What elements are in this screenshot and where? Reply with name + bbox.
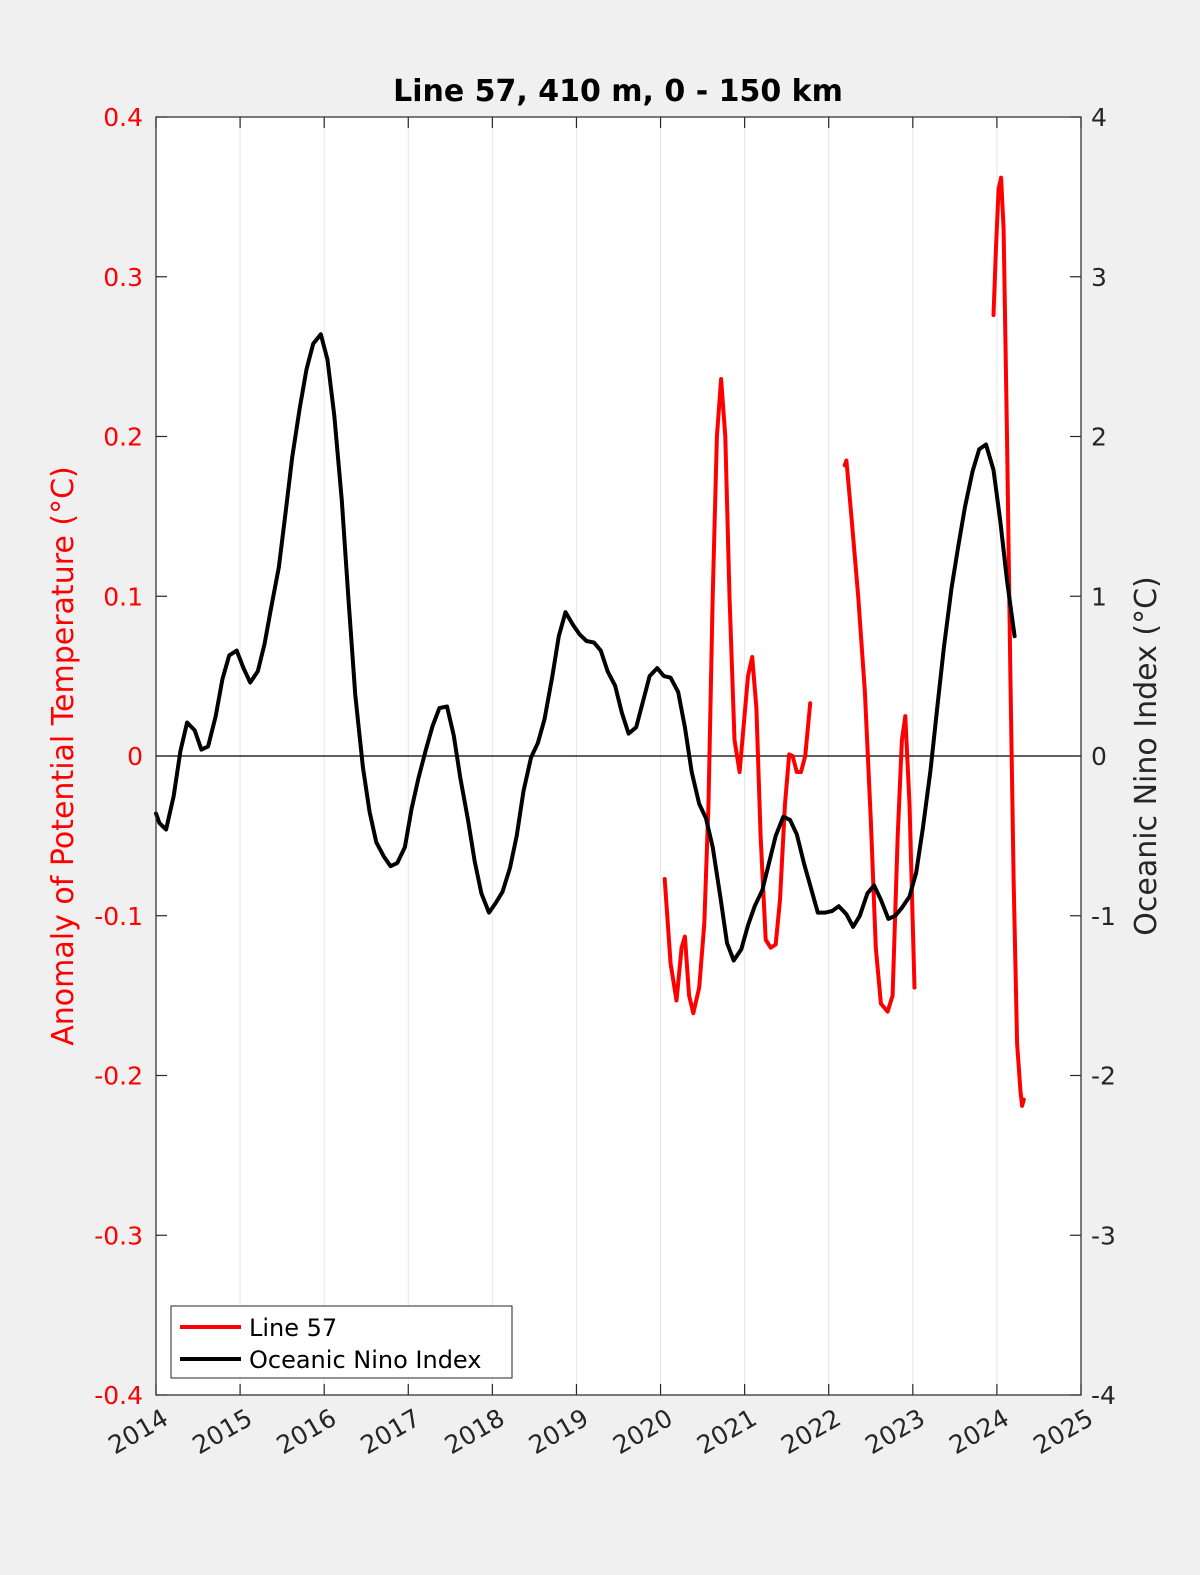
x-tick-label: 2015 xyxy=(187,1403,257,1460)
legend: Line 57 Oceanic Nino Index xyxy=(170,1305,513,1379)
left-axis: -0.4 -0.3 -0.2 -0.1 0 0.1 0.2 0.3 0.4 xyxy=(94,103,167,1410)
legend-label-oceanic-nino-index: Oceanic Nino Index xyxy=(249,1346,481,1374)
right-tick-label: 2 xyxy=(1091,423,1107,452)
left-tick-label: 0.1 xyxy=(103,582,143,611)
legend-label-line-57: Line 57 xyxy=(249,1314,337,1342)
series-layer xyxy=(154,175,1026,1108)
series-line-line-57 xyxy=(662,377,813,1016)
x-tick-label: 2020 xyxy=(608,1403,678,1460)
left-tick-label: 0.4 xyxy=(103,103,143,132)
x-tick-label: 2019 xyxy=(524,1403,594,1460)
left-tick-label: -0.2 xyxy=(94,1062,143,1091)
left-tick-label: -0.4 xyxy=(94,1381,143,1410)
right-tick-label: 4 xyxy=(1091,103,1107,132)
x-tick-label: 2017 xyxy=(356,1403,426,1460)
x-tick-label: 2018 xyxy=(440,1403,510,1460)
series-line-oceanic-nino-index xyxy=(154,332,1017,963)
left-tick-label: 0 xyxy=(127,742,143,771)
x-tick-label: 2016 xyxy=(272,1403,342,1460)
x-tick-label: 2024 xyxy=(944,1403,1014,1460)
x-tick-label: 2014 xyxy=(103,1403,173,1460)
series-line-line-57 xyxy=(842,458,917,1014)
right-tick-label: -3 xyxy=(1091,1221,1116,1250)
right-axis-label: Oceanic Nino Index (°C) xyxy=(1129,576,1164,936)
right-axis: -4 -3 -2 -1 0 1 2 3 4 xyxy=(1070,103,1116,1410)
right-tick-label: 3 xyxy=(1091,263,1107,292)
left-tick-label: -0.3 xyxy=(94,1221,143,1250)
chart-title: Line 57, 410 m, 0 - 150 km xyxy=(393,74,843,109)
right-tick-label: 1 xyxy=(1091,582,1107,611)
right-tick-label: 0 xyxy=(1091,742,1107,771)
left-tick-label: 0.3 xyxy=(103,263,143,292)
x-tick-label: 2025 xyxy=(1028,1403,1098,1460)
legend-box xyxy=(170,1305,513,1379)
left-tick-label: 0.2 xyxy=(103,423,143,452)
left-axis-label: Anomaly of Potential Temperature (°C) xyxy=(46,466,81,1045)
right-tick-label: -1 xyxy=(1091,902,1116,931)
left-tick-label: -0.1 xyxy=(94,902,143,931)
series-line-line-57 xyxy=(991,175,1026,1108)
x-tick-label: 2021 xyxy=(692,1403,762,1460)
right-tick-label: -4 xyxy=(1091,1381,1116,1410)
x-tick-label: 2023 xyxy=(860,1403,930,1460)
right-tick-label: -2 xyxy=(1091,1062,1116,1091)
x-tick-label: 2022 xyxy=(776,1403,846,1460)
